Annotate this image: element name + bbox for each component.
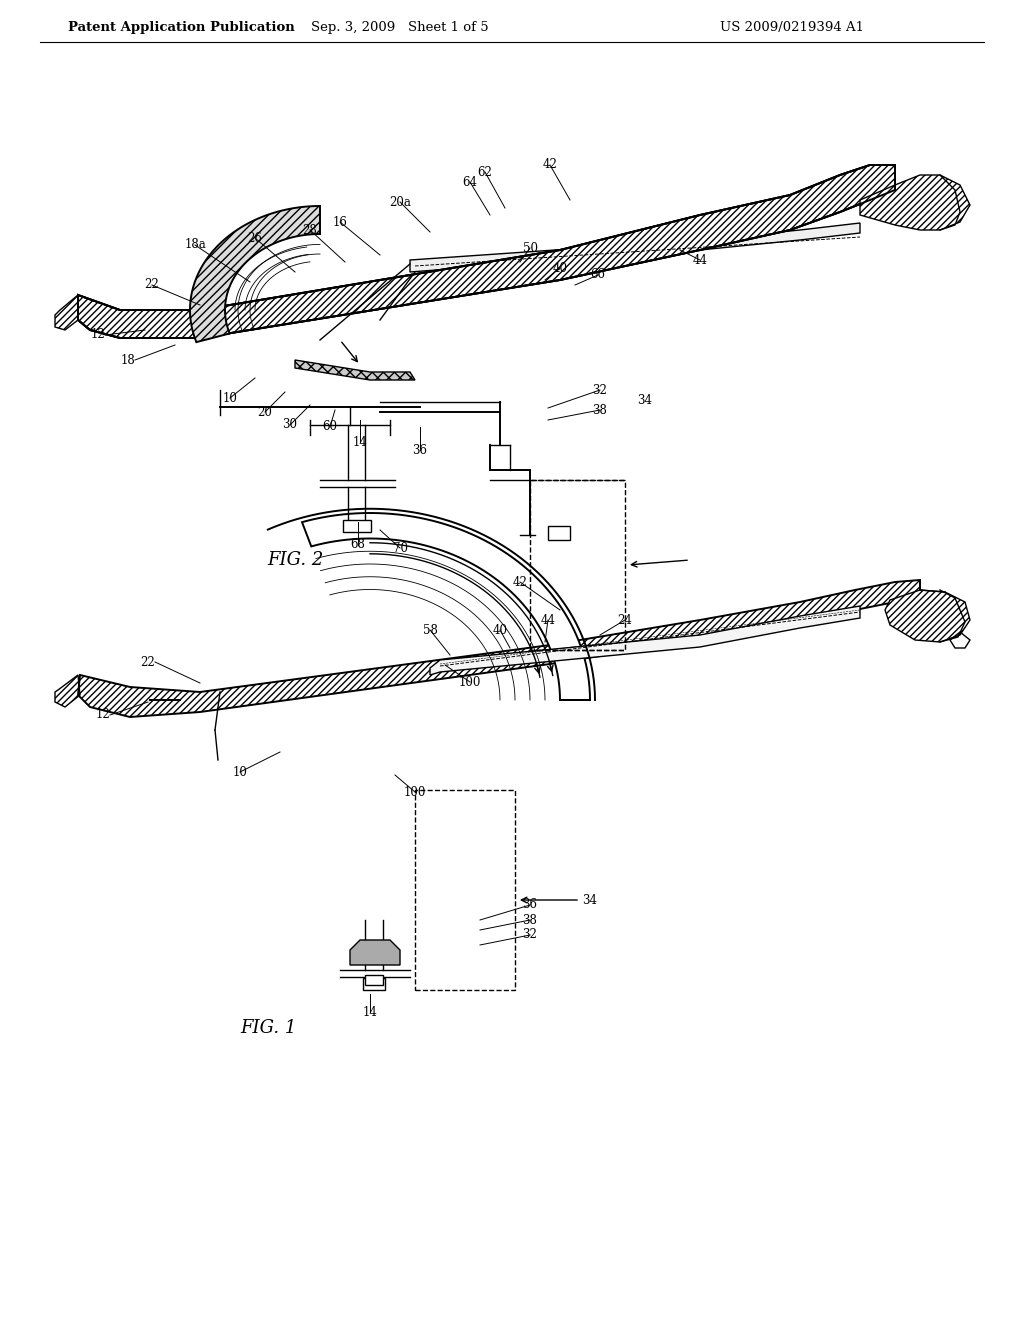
Bar (415, 789, 515, 990)
Text: FIG. 1: FIG. 1 (240, 1019, 296, 1038)
Text: 32: 32 (593, 384, 607, 396)
Text: 42: 42 (543, 158, 557, 172)
Text: 24: 24 (617, 614, 633, 627)
Text: 100: 100 (403, 785, 426, 799)
Text: 34: 34 (583, 894, 597, 907)
Text: 100: 100 (459, 676, 481, 689)
Polygon shape (350, 940, 400, 965)
Text: 38: 38 (522, 913, 538, 927)
Bar (365, 975, 383, 985)
Polygon shape (302, 513, 590, 700)
Polygon shape (295, 360, 415, 380)
Text: 66: 66 (591, 268, 605, 281)
Text: 62: 62 (477, 165, 493, 178)
Text: 50: 50 (522, 242, 538, 255)
Text: 14: 14 (362, 1006, 378, 1019)
Text: 28: 28 (303, 223, 317, 236)
Text: 44: 44 (541, 614, 555, 627)
Text: 20a: 20a (389, 195, 411, 209)
Bar (343, 520, 371, 532)
Text: FIG. 2: FIG. 2 (267, 550, 324, 569)
Text: 10: 10 (222, 392, 238, 404)
Text: 64: 64 (463, 176, 477, 189)
Text: 44: 44 (692, 253, 708, 267)
Text: US 2009/0219394 A1: US 2009/0219394 A1 (720, 21, 864, 34)
Text: 12: 12 (90, 329, 105, 342)
Text: 40: 40 (493, 623, 508, 636)
Text: Sep. 3, 2009   Sheet 1 of 5: Sep. 3, 2009 Sheet 1 of 5 (311, 21, 488, 34)
Text: 70: 70 (392, 541, 408, 554)
Text: 18: 18 (120, 354, 135, 367)
Polygon shape (860, 176, 970, 230)
Text: 60: 60 (323, 421, 338, 433)
Text: 22: 22 (144, 279, 160, 292)
Text: 38: 38 (593, 404, 607, 417)
Text: 36: 36 (522, 899, 538, 912)
Text: 20: 20 (258, 405, 272, 418)
Text: Patent Application Publication: Patent Application Publication (68, 21, 295, 34)
Text: 58: 58 (423, 623, 437, 636)
Text: 42: 42 (513, 576, 527, 589)
Text: 36: 36 (413, 444, 427, 457)
Bar (362, 978, 385, 990)
Polygon shape (78, 165, 895, 338)
Text: 10: 10 (232, 766, 248, 779)
Polygon shape (190, 206, 319, 342)
Text: 30: 30 (283, 418, 298, 432)
Polygon shape (410, 223, 860, 272)
Text: 40: 40 (553, 261, 567, 275)
Text: 26: 26 (248, 231, 262, 244)
Bar (530, 480, 625, 649)
Text: 12: 12 (95, 709, 110, 722)
Text: 14: 14 (352, 436, 368, 449)
Text: 34: 34 (638, 393, 652, 407)
Text: 32: 32 (522, 928, 538, 941)
Polygon shape (78, 579, 920, 717)
Text: 22: 22 (140, 656, 155, 668)
Polygon shape (430, 606, 860, 675)
Text: 18a: 18a (184, 239, 206, 252)
Text: 68: 68 (350, 539, 366, 552)
Polygon shape (885, 590, 970, 642)
Text: 16: 16 (333, 215, 347, 228)
Bar (548, 525, 570, 540)
